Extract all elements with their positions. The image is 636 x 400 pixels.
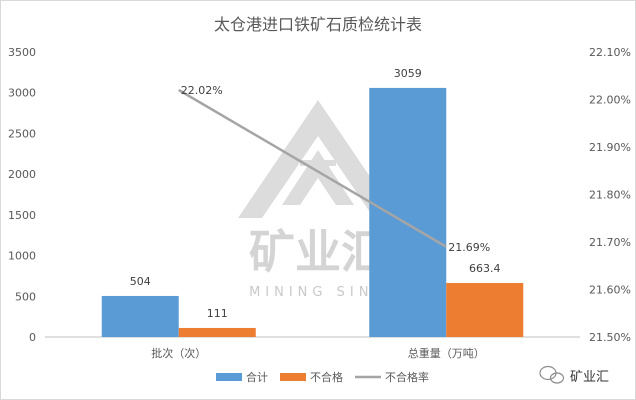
category-label: 总重量（万吨） bbox=[408, 346, 485, 360]
left-axis: 0 500 1000 1500 2000 2500 3000 3500 bbox=[8, 46, 36, 344]
wechat-icon bbox=[539, 365, 565, 384]
bar bbox=[446, 282, 524, 337]
line-series bbox=[178, 88, 447, 248]
left-tick-label: 1000 bbox=[8, 250, 36, 263]
watermark-mountain-icon bbox=[238, 100, 398, 218]
bar-data-label: 504 bbox=[130, 275, 151, 288]
right-tick-label: 22.10% bbox=[589, 46, 631, 59]
right-tick-label: 21.90% bbox=[589, 141, 631, 154]
left-tick-label: 2500 bbox=[8, 127, 36, 140]
left-tick-label: 3500 bbox=[8, 46, 36, 59]
line-data-label: 22.02% bbox=[181, 84, 223, 97]
bar-data-label: 663.4 bbox=[469, 262, 501, 275]
brand-badge: 矿业汇 bbox=[539, 365, 609, 385]
category-labels: 批次（次） 总重量（万吨） bbox=[151, 346, 485, 360]
legend-label: 不合格 bbox=[310, 370, 343, 384]
right-axis: 21.50% 21.60% 21.70% 21.80% 21.90% 22.00% 22.1… bbox=[589, 46, 631, 344]
left-tick-label: 0 bbox=[29, 331, 36, 344]
legend-label: 不合格率 bbox=[385, 370, 429, 384]
brand-label: 矿业汇 bbox=[570, 370, 609, 385]
right-tick-label: 21.50% bbox=[589, 331, 631, 344]
line-data-label: 21.69% bbox=[448, 241, 490, 254]
left-tick-label: 500 bbox=[15, 290, 36, 303]
bar bbox=[178, 327, 256, 337]
bar bbox=[101, 295, 179, 337]
watermark-subtitle: MINING SINK bbox=[249, 285, 387, 300]
left-tick-label: 2000 bbox=[8, 168, 36, 181]
watermark-logo-text: 矿业汇 bbox=[249, 225, 387, 279]
bar-data-label: 111 bbox=[207, 307, 228, 320]
right-tick-label: 21.70% bbox=[589, 236, 631, 249]
right-tick-label: 21.60% bbox=[589, 284, 631, 297]
watermark: 矿业汇 MINING SINK bbox=[238, 100, 398, 300]
line-path bbox=[178, 88, 447, 248]
legend-swatch bbox=[280, 373, 306, 381]
left-tick-label: 1500 bbox=[8, 209, 36, 222]
bar bbox=[369, 87, 447, 337]
legend: 合计 不合格 不合格率 bbox=[216, 370, 429, 384]
chart-title: 太仓港进口铁矿石质检统计表 bbox=[214, 15, 422, 34]
bar-data-label: 3059 bbox=[394, 67, 422, 80]
data-labels: 504 111 3059 663.4 22.02% 21.69% bbox=[130, 67, 501, 320]
category-label: 批次（次） bbox=[151, 346, 206, 360]
legend-label: 合计 bbox=[246, 370, 268, 384]
right-tick-label: 22.00% bbox=[589, 94, 631, 107]
left-tick-label: 3000 bbox=[8, 87, 36, 100]
legend-swatch bbox=[216, 373, 242, 381]
bar-series bbox=[101, 87, 524, 337]
right-tick-label: 21.80% bbox=[589, 189, 631, 202]
